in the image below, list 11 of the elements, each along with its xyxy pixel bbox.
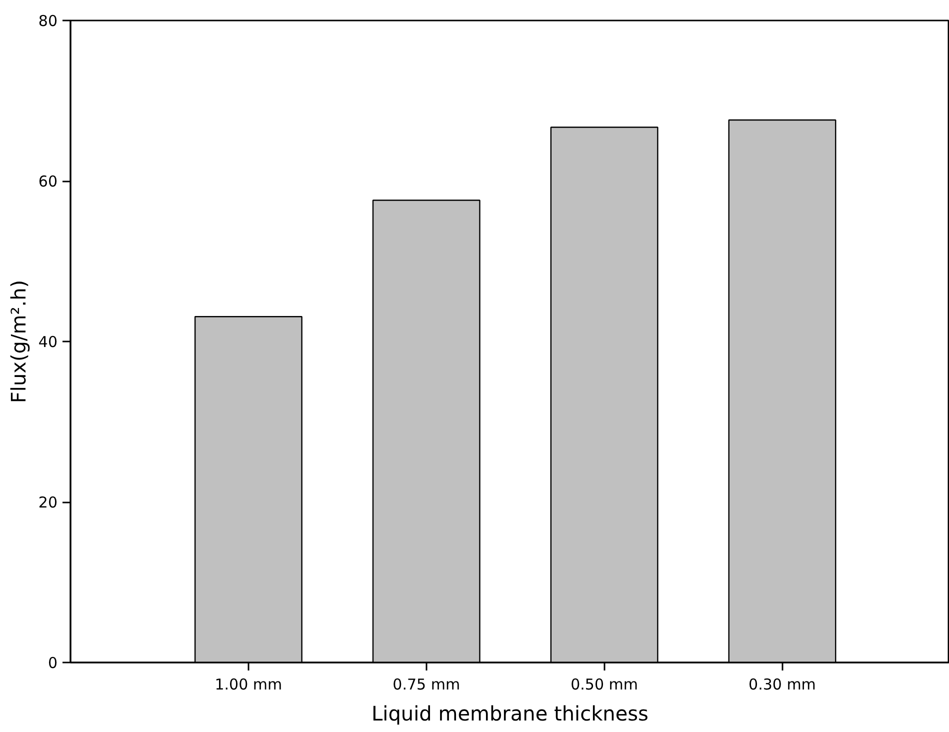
y-tick-label: 60 bbox=[38, 172, 58, 190]
x-tick-label: 0.50 mm bbox=[570, 676, 638, 694]
y-tick-label: 20 bbox=[38, 494, 58, 512]
x-tick-label: 0.75 mm bbox=[392, 676, 460, 694]
y-tick-label: 80 bbox=[38, 12, 58, 30]
x-axis-title: Liquid membrane thickness bbox=[372, 702, 648, 726]
x-tick-label: 0.30 mm bbox=[748, 676, 816, 694]
x-tick-label: 1.00 mm bbox=[214, 676, 282, 694]
y-axis-title: Flux(g/m².h) bbox=[6, 280, 30, 404]
y-tick-label: 40 bbox=[38, 333, 58, 351]
y-tick-label: 0 bbox=[48, 654, 58, 672]
